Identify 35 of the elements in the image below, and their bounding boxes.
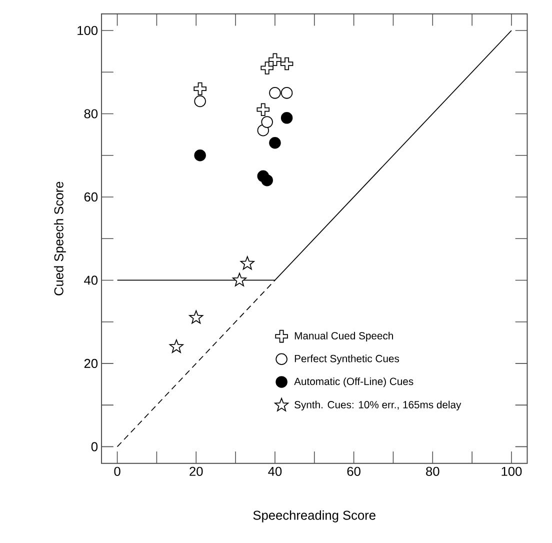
legend-label: Perfect Synthetic Cues [294, 354, 400, 365]
point [169, 340, 184, 354]
point [280, 87, 293, 100]
y-tick-label: 60 [84, 192, 98, 202]
point [240, 256, 254, 270]
y-tick-label: 80 [84, 109, 98, 118]
y-tick-label: 100 [78, 26, 98, 36]
y-tick-label: 20 [84, 359, 98, 368]
point [280, 58, 294, 70]
legend-label: Synth. Cues: 10% err., 165ms delay [294, 400, 462, 411]
point [194, 82, 206, 96]
y-tick-label: 0 [91, 442, 98, 452]
x-tick-label: 20 [190, 467, 203, 476]
point [194, 150, 206, 162]
x-axis-title: Speechreading Score [253, 510, 376, 523]
legend-label: Automatic (Off-Line) Cues [294, 378, 414, 388]
point [260, 62, 274, 75]
point [194, 96, 206, 108]
point [189, 310, 204, 324]
y-axis-title: Cued Speech Score [54, 182, 66, 296]
x-tick-label: 40 [268, 467, 282, 476]
point [261, 174, 273, 186]
x-tick-label: 100 [502, 467, 522, 476]
point [268, 53, 282, 66]
point [256, 103, 270, 116]
point [232, 273, 247, 286]
point [269, 137, 281, 149]
point [269, 87, 281, 100]
x-tick-label: 80 [426, 467, 440, 476]
x-tick-label: 60 [347, 467, 360, 476]
point [280, 112, 293, 124]
y-tick-label: 40 [84, 276, 98, 285]
point [261, 116, 273, 128]
legend-label: Manual Cued Speech [294, 332, 393, 342]
x-tick-label: 0 [114, 467, 120, 476]
